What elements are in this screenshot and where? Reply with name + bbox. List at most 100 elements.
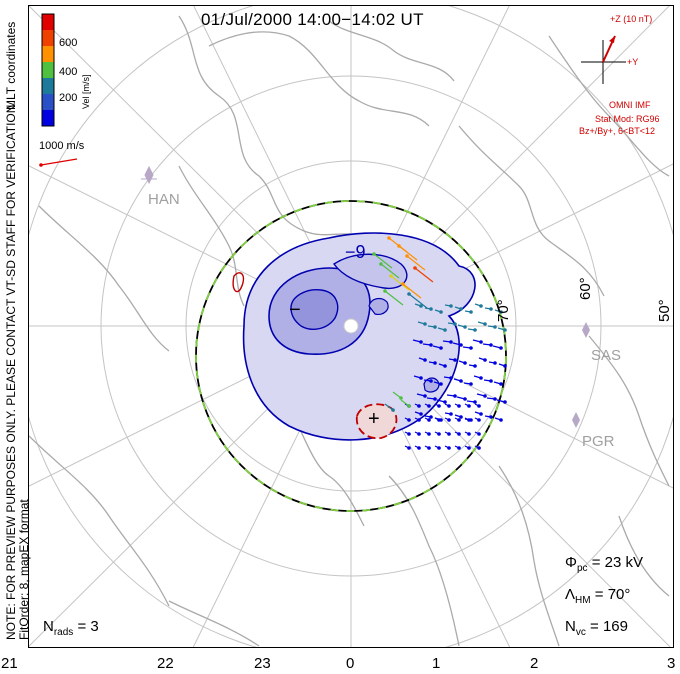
velocity-vector-origin: [433, 397, 437, 401]
velocity-vector-origin: [457, 418, 461, 422]
map-title: 01/Jul/2000 14:00−14:02 UT: [201, 10, 424, 29]
velocity-vector-origin: [447, 404, 451, 408]
velocity-vector-origin: [447, 418, 451, 422]
velocity-vector-origin: [383, 289, 387, 293]
station-label-pgr: PGR: [582, 433, 615, 450]
convection-boundary: [195, 200, 507, 512]
velocity-vector-origin: [429, 307, 433, 311]
velocity-vector-origin: [489, 307, 493, 311]
color-bar-label: Vel [m/s]: [81, 74, 91, 109]
velocity-vector-origin: [473, 400, 477, 404]
velocity-vector-origin: [499, 310, 503, 314]
imf-condition: Bz+/By+, 6<BT<12: [579, 126, 656, 136]
velocity-vector-origin: [419, 376, 423, 380]
velocity-vector-origin: [391, 408, 395, 412]
velocity-vector-origin: [449, 412, 453, 416]
mlt-tick-21: 21: [1, 655, 18, 672]
velocity-vector-origin: [423, 322, 427, 326]
velocity-vector-origin: [503, 364, 507, 368]
preview-note: NOTE: FOR PREVIEW PURPOSES ONLY. PLEASE …: [4, 101, 18, 640]
velocity-vector-origin: [469, 382, 473, 386]
velocity-scale-vector: [39, 158, 78, 167]
potential-min-marker: −: [289, 299, 301, 321]
fit-order-note: FitOrder: 8, mapEX format: [17, 499, 31, 640]
velocity-vector-origin: [387, 236, 391, 240]
velocity-vector-origin: [399, 396, 403, 400]
velocity-vector: [414, 267, 434, 283]
station-label-sas: SAS: [591, 347, 622, 364]
velocity-vector-origin: [493, 397, 497, 401]
velocity-vector-origin: [443, 364, 447, 368]
positive-potential-cell: [232, 272, 398, 440]
velocity-vector-origin: [407, 446, 411, 450]
velocity-vector-origin: [467, 446, 471, 450]
velocity-vector-origin: [423, 358, 427, 362]
imf-clock-dial: [581, 35, 626, 84]
velocity-vector-origin: [493, 325, 497, 329]
velocity-vector-origin: [427, 404, 431, 408]
station-label-han: HAN: [148, 191, 180, 208]
velocity-vector-origin: [449, 304, 453, 308]
velocity-vector-origin: [457, 446, 461, 450]
velocity-vector-origin: [423, 394, 427, 398]
velocity-vector: [406, 255, 426, 271]
velocity-vector-origin: [437, 404, 441, 408]
velocity-vector-origin: [463, 397, 467, 401]
velocity-vector-origin: [483, 358, 487, 362]
velocity-vector-origin: [493, 361, 497, 365]
velocity-vector-origin: [499, 346, 503, 350]
velocity-vector-origin: [479, 376, 483, 380]
velocity-vector-origin: [459, 379, 463, 383]
mlt-tick-2: 2: [530, 655, 539, 672]
velocity-vector-origin: [457, 404, 461, 408]
velocity-vector-origin: [463, 325, 467, 329]
velocity-vector-origin: [417, 446, 421, 450]
velocity-vector-origin: [467, 404, 471, 408]
stat-hm-boundary: ΛHM = 70°: [565, 586, 630, 606]
latitude-label-70: 70°: [495, 299, 512, 322]
velocity-vector-origin: [453, 322, 457, 326]
velocity-vector-origin: [407, 404, 411, 408]
velocity-vector-origin: [477, 432, 481, 436]
velocity-vector-origin: [427, 432, 431, 436]
velocity-vector-origin: [401, 282, 405, 286]
velocity-vector-origin: [439, 346, 443, 350]
velocity-vector-origin: [499, 382, 503, 386]
velocity-vector: [398, 245, 418, 261]
stat-vectors-symbol: N: [565, 618, 576, 635]
stat-potential-value: = 23 kV: [591, 554, 643, 571]
velocity-vector-origin: [439, 382, 443, 386]
velocity-vector-origin: [433, 361, 437, 365]
velocity-vector-origin: [453, 394, 457, 398]
velocity-vector-origin: [379, 262, 383, 266]
stat-vectors: Nvc = 169: [565, 618, 628, 638]
velocity-vector-origin: [479, 304, 483, 308]
velocity-vector: [373, 253, 393, 269]
polar-map: [29, 6, 673, 647]
mlt-tick-3: 3: [667, 655, 676, 672]
velocity-vector-origin: [477, 418, 481, 422]
velocity-vector-origin: [427, 418, 431, 422]
velocity-vector-origin: [453, 358, 457, 362]
velocity-vector-origin: [449, 376, 453, 380]
stat-hm-value: = 70°: [594, 586, 631, 603]
mlt-tick-22: 22: [157, 655, 174, 672]
stat-vectors-value: = 169: [590, 618, 628, 635]
velocity-vector-origin: [447, 432, 451, 436]
velocity-vector-origin: [467, 418, 471, 422]
velocity-vector-origin: [407, 432, 411, 436]
velocity-vector-origin: [477, 404, 481, 408]
velocity-vector-origin: [503, 328, 507, 332]
velocity-vector-origin: [407, 418, 411, 422]
velocity-vector-origin: [419, 412, 423, 416]
velocity-vector: [408, 293, 428, 309]
velocity-vector-origin: [437, 432, 441, 436]
velocity-vector-origin: [447, 446, 451, 450]
stat-hm-symbol: Λ: [565, 586, 576, 603]
coordinates-note: MLT coordinates: [4, 21, 18, 110]
velocity-vector-origin: [433, 325, 437, 329]
velocity-vector-origin: [429, 343, 433, 347]
velocity-vector-origin: [459, 415, 463, 419]
station-markers: [141, 165, 590, 428]
velocity-vector-origin: [473, 364, 477, 368]
